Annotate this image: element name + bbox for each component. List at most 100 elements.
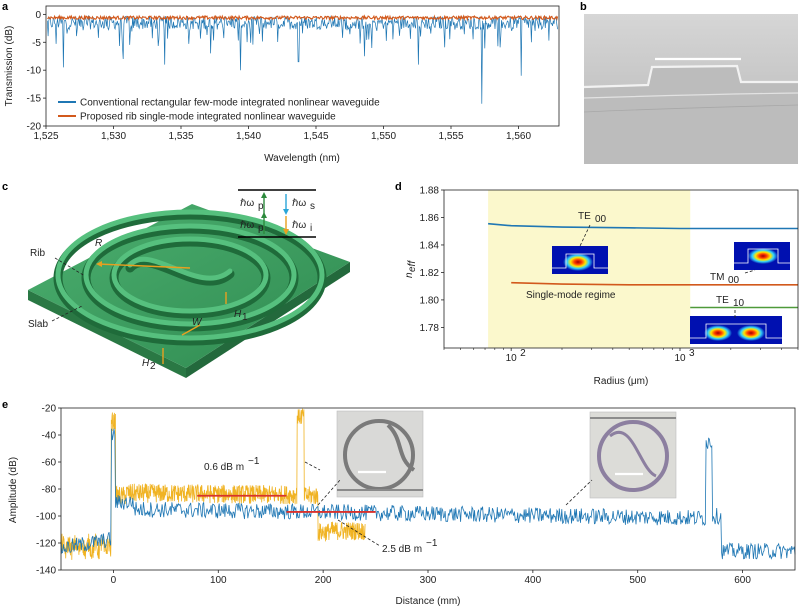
panel-a-x-tick-label: 1,540 [236, 131, 261, 142]
panel-letter-e: e [2, 399, 8, 411]
panel-d-x-axis-label: Radius (μm) [594, 376, 649, 387]
sem-slab-edge [583, 92, 799, 99]
panel-e-y-tick-label: -140 [36, 566, 56, 577]
ring-image-long-bg [589, 411, 677, 499]
panel-a-y-tick-label: -20 [27, 122, 42, 133]
panel-a-x-tick-label: 1,525 [33, 131, 58, 142]
label-te00-sub: 00 [595, 214, 607, 225]
energy-level-diagram: ℏω p ℏω p ℏω s ℏω i [238, 189, 316, 238]
panel-a-y-tick-label: -5 [32, 38, 41, 49]
panel-a-x-tick-label: 1,550 [371, 131, 396, 142]
legend-label-conventional: Conventional rectangular few-mode integr… [80, 98, 380, 109]
panel-e-x-tick-label: 600 [734, 575, 751, 586]
peak-to-ring-pointer [304, 461, 321, 471]
panel-d-series-tm00 [511, 281, 798, 286]
panel-d-x-tick-exponent: 3 [689, 348, 695, 359]
label-h2: H 2 [142, 358, 156, 372]
panel-c-waveguide-diagram: Rib Slab R W H 1 H 2 ℏω p ℏω p ℏω [28, 189, 350, 378]
panel-letter-a: a [2, 1, 9, 13]
panel-a-x-tick-label: 1,545 [303, 131, 328, 142]
label-te00: TE 00 [578, 211, 607, 225]
label-pump-2: ℏω [240, 220, 254, 231]
panel-d-x-tick-label: 10 [674, 353, 686, 364]
panel-d-y-axis-label-sub: eff [407, 260, 418, 272]
panel-d-y-tick-label: 1.82 [420, 268, 440, 279]
te10-mode-spot-left [704, 325, 732, 341]
rib-ring-1-top [55, 209, 325, 341]
ring-image-long-sbend [609, 431, 657, 478]
annotation-short-loss-text: 0.6 dB m [204, 462, 244, 473]
label-h2-main: H [142, 358, 150, 369]
pump-arrowhead-1 [261, 212, 267, 218]
ring-image-long-ring [597, 420, 669, 492]
mode-inset-tm00 [734, 242, 790, 270]
label-h1-main: H [234, 309, 242, 320]
mode-inset-te00 [552, 246, 608, 274]
panel-d-x-tick-label: 10 [506, 353, 518, 364]
label-tm00-main: TM [710, 272, 724, 283]
rib-s-bend [125, 257, 235, 286]
panel-a-y-tick-label: -10 [27, 66, 42, 77]
panel-d-series-te00 [488, 222, 798, 230]
panel-d-axes-frame [443, 189, 799, 349]
label-h2-sub: 2 [150, 361, 156, 372]
panel-d-y-tick-label: 1.86 [420, 213, 440, 224]
w-arrow [181, 324, 201, 336]
panel-d-y-tick-label: 1.80 [420, 295, 440, 306]
panel-a-y-axis-label: Transmission (dB) [4, 26, 15, 107]
panel-e-y-tick-label: -20 [42, 404, 57, 415]
panel-a-x-tick-label: 1,560 [506, 131, 531, 142]
sem-substrate-band [583, 104, 799, 113]
panel-e-x-tick-label: 100 [210, 575, 227, 586]
panel-a-x-axis-label: Wavelength (nm) [264, 153, 340, 164]
label-pump-2-sub: p [258, 223, 264, 234]
te10-inset-bg [690, 316, 782, 344]
panel-d-y-tick-label: 1.78 [420, 323, 440, 334]
slab-side-face [186, 262, 350, 378]
annotation-long-loss-text: 2.5 dB m [382, 544, 422, 555]
panel-a-series-proposed [47, 14, 559, 22]
label-pump-1-sub: p [258, 201, 264, 212]
rib-spiral [53, 209, 327, 346]
label-rib: Rib [30, 248, 45, 259]
label-radius: R [95, 238, 102, 249]
panel-d-y-axis-label: n eff [404, 260, 418, 278]
te00-mode-spot [563, 253, 593, 271]
label-pump-1: ℏω [240, 198, 254, 209]
rib-pointer [54, 257, 86, 277]
label-h1-sub: 1 [242, 312, 248, 323]
label-tm00: TM 00 [710, 272, 740, 286]
label-idler: ℏω [292, 220, 306, 231]
mode-inset-te10 [690, 316, 782, 344]
panel-e-ticks: 0 100 200 300 400 500 600 -20 -40 -60 -80 -100 -120 -… [36, 404, 751, 587]
label-h1: H 1 [234, 309, 248, 323]
panel-e-x-axis-label: Distance (mm) [395, 596, 460, 607]
tm00-outline [734, 248, 790, 264]
signal-arrowhead [283, 209, 289, 215]
radius-arrow [97, 263, 191, 269]
panel-a-chart: 1,525 1,530 1,535 1,540 1,545 1,550 1,555 1,560… [4, 5, 560, 164]
rib-ring-3-top [111, 236, 269, 314]
legend-label-proposed: Proposed rib single-mode integrated nonl… [80, 112, 336, 123]
annotation-long-loss-pointer [337, 519, 381, 547]
label-w: W [192, 317, 203, 328]
panel-a-x-tick-label: 1,530 [101, 131, 126, 142]
label-te10: TE 10 [716, 295, 745, 309]
panel-d-x-tick-exponent: 2 [520, 348, 526, 359]
panel-a-x-tick-label: 1,555 [438, 131, 463, 142]
panel-a-x-tick-label: 1,535 [168, 131, 193, 142]
label-te10-sub: 10 [733, 298, 745, 309]
panel-d-chart: 10 2 10 31.881.861.841.821.801.78 Single-mo… [404, 186, 799, 387]
panel-e-x-tick-label: 500 [629, 575, 646, 586]
annotation-short-loss-sup: −1 [248, 456, 260, 467]
annotation-long-loss-sup: −1 [426, 538, 438, 549]
panel-e-y-tick-label: -100 [36, 512, 56, 523]
panel-d-y-axis-label-main: n [404, 272, 415, 278]
panel-e-x-tick-label: 0 [111, 575, 117, 586]
pump-arrowhead-2 [261, 192, 267, 198]
panel-e-y-tick-label: -80 [42, 485, 57, 496]
slab-pointer [51, 305, 83, 322]
radius-arrowhead [96, 261, 102, 267]
sem-rib-edge [583, 64, 798, 89]
